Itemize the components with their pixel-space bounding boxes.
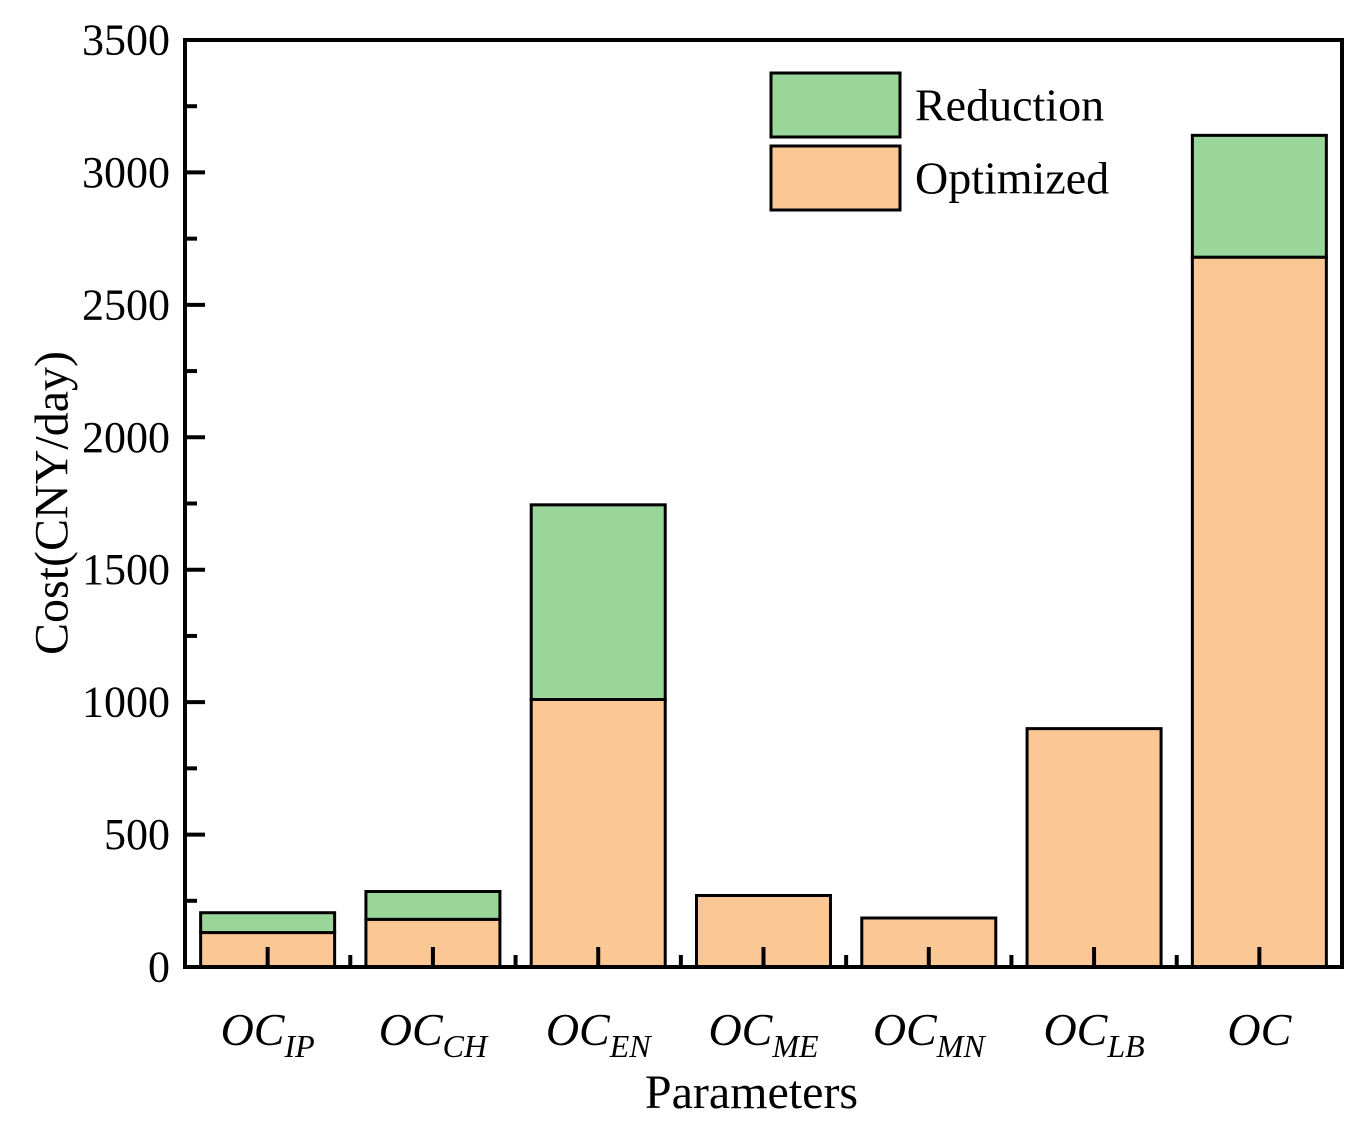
y-tick-label-1000: 1000 bbox=[82, 678, 170, 727]
y-tick-label-2000: 2000 bbox=[82, 413, 170, 462]
bar-OC_EN-optimized bbox=[529, 697, 667, 969]
y-tick-labels: 0 500 1000 1500 2000 2500 3000 3500 bbox=[82, 16, 170, 992]
legend-swatch-optimized bbox=[769, 144, 902, 212]
y-tick-label-1500: 1500 bbox=[82, 545, 170, 594]
bars-group bbox=[199, 133, 1328, 969]
x-category-label-OC_MN: OCMN bbox=[873, 1004, 987, 1064]
y-tick-label-500: 500 bbox=[104, 810, 170, 859]
y-axis-ticks bbox=[187, 104, 205, 903]
x-category-label-OC_IP: OCIP bbox=[221, 1004, 315, 1064]
legend-swatch-reduction bbox=[769, 71, 902, 139]
y-tick-label-2500: 2500 bbox=[82, 280, 170, 329]
y-axis-title: Cost(CNY/day) bbox=[26, 351, 79, 655]
x-category-label-OC_ME: OCME bbox=[708, 1004, 819, 1064]
x-category-label-OC: OC bbox=[1227, 1004, 1292, 1055]
x-category-label-OC_CH: OCCH bbox=[379, 1004, 489, 1064]
y-tick-label-3000: 3000 bbox=[82, 148, 170, 197]
x-category-labels: OCIP OCCH OCEN OCME OCMN OCLB OC bbox=[221, 1004, 1293, 1064]
legend-label-optimized: Optimized bbox=[915, 153, 1109, 204]
x-category-label-OC_LB: OCLB bbox=[1043, 1004, 1144, 1064]
bar-OC_CH-reduction bbox=[364, 890, 502, 921]
bar-OC-optimized bbox=[1190, 255, 1328, 969]
x-axis-title: Parameters bbox=[645, 1066, 858, 1119]
y-tick-label-0: 0 bbox=[148, 943, 170, 992]
bar-OC-reduction bbox=[1190, 133, 1328, 259]
legend-label-reduction: Reduction bbox=[915, 80, 1104, 131]
plot-frame bbox=[183, 38, 1344, 969]
y-tick-label-3500: 3500 bbox=[82, 16, 170, 65]
x-category-label-OC_EN: OCEN bbox=[546, 1004, 652, 1064]
bar-OC_LB-optimized bbox=[1025, 727, 1163, 969]
x-axis-ticks bbox=[265, 947, 1262, 965]
bar-OC_EN-reduction bbox=[529, 503, 667, 701]
legend: Reduction Optimized bbox=[769, 71, 1109, 212]
bar-OC_IP-reduction bbox=[199, 911, 337, 935]
